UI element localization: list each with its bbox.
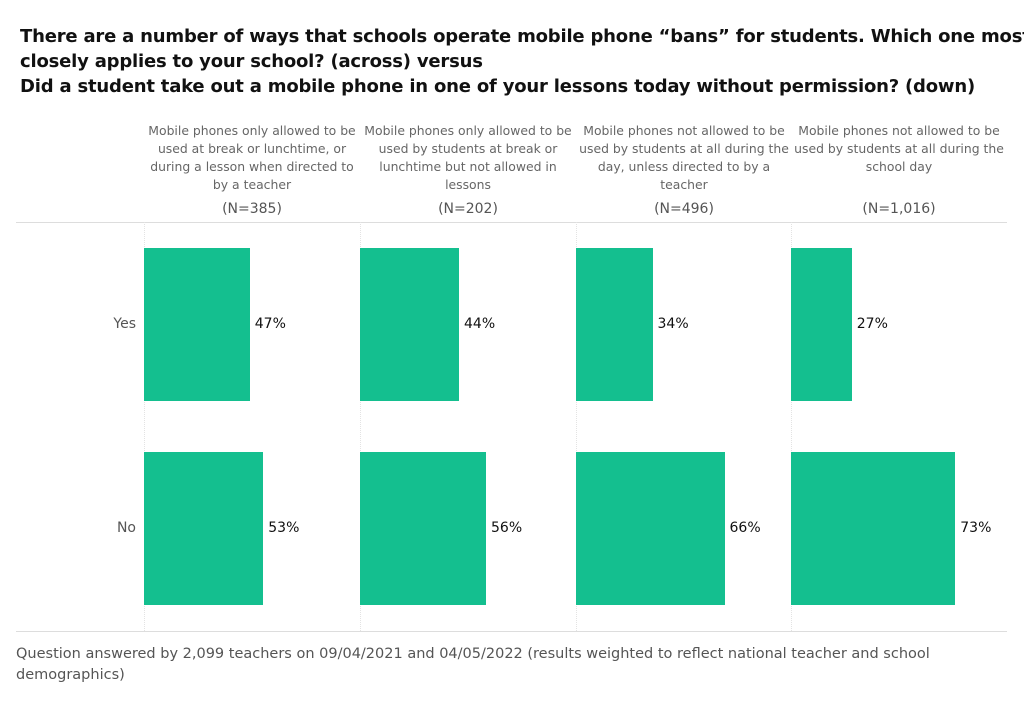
bottom-rule: [16, 631, 1007, 632]
bar: [791, 248, 852, 401]
title-line: There are a number of ways that schools …: [20, 26, 1024, 47]
bar: [144, 248, 250, 401]
panel-divider: [360, 222, 361, 631]
bar: [576, 452, 725, 605]
footnote: Question answered by 2,099 teachers on 0…: [16, 646, 930, 683]
data-label: 73%: [960, 519, 992, 536]
chart-title: There are a number of ways that schools …: [20, 24, 1024, 99]
top-rule: [16, 222, 1007, 223]
bar: [360, 248, 459, 401]
data-label: 56%: [491, 519, 523, 536]
row-label: No: [116, 519, 136, 536]
bar: [791, 452, 956, 605]
data-label: 66%: [729, 519, 761, 536]
bar: [360, 452, 486, 605]
data-label: 47%: [254, 315, 286, 332]
data-label: 27%: [856, 315, 888, 332]
column-header: Mobile phones not allowed to be used by …: [794, 123, 1004, 174]
title-line: Did a student take out a mobile phone in…: [20, 76, 975, 97]
panel-divider: [576, 222, 577, 631]
column-sample-size: (N=202): [438, 201, 498, 217]
column-header: Mobile phones only allowed to be used at…: [148, 123, 356, 192]
column-sample-size: (N=496): [654, 201, 714, 217]
column-header: Mobile phones only allowed to be used by…: [364, 123, 572, 192]
column-sample-size: (N=1,016): [862, 201, 936, 217]
panel-divider: [144, 222, 145, 631]
panel-divider: [791, 222, 792, 631]
data-label: 34%: [657, 315, 689, 332]
data-label: 44%: [464, 315, 496, 332]
data-label: 53%: [268, 519, 300, 536]
title-line: closely applies to your school? (across)…: [20, 51, 483, 72]
column-header: Mobile phones not allowed to be used by …: [579, 123, 789, 192]
bar: [144, 452, 264, 605]
column-sample-size: (N=385): [222, 201, 282, 217]
bar: [576, 248, 653, 401]
row-label: Yes: [113, 315, 136, 332]
